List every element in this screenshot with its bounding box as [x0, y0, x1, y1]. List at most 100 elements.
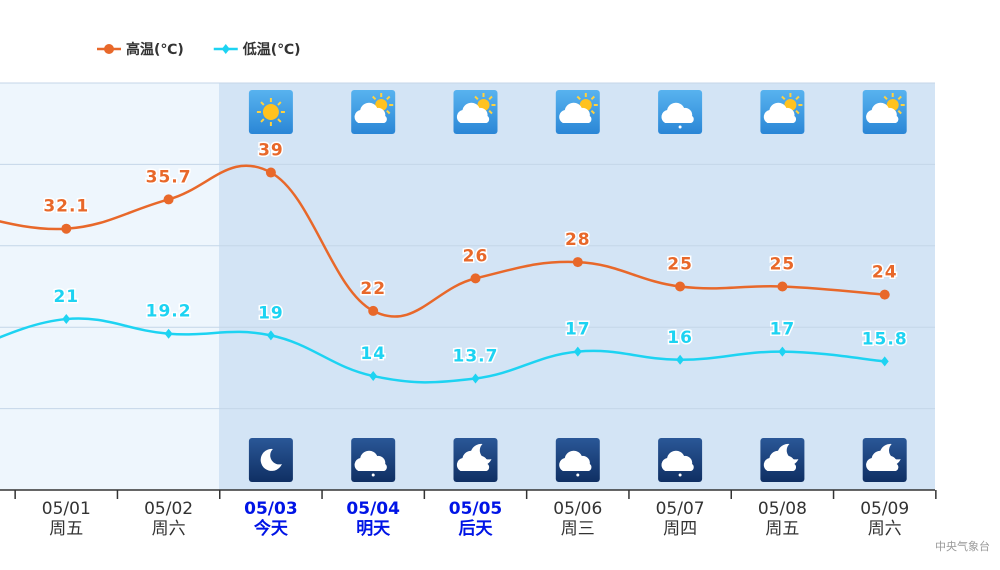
weather-icon	[248, 90, 293, 134]
point	[880, 356, 889, 367]
x-tick-sublabel: 周六	[152, 519, 186, 539]
weather-icon	[248, 438, 293, 482]
legend-label: 高温(℃)	[126, 41, 184, 58]
data-label: 22	[360, 279, 386, 299]
x-tick-sublabel: 周三	[561, 519, 595, 539]
past-background	[0, 83, 219, 490]
icon-ray	[883, 95, 888, 101]
icon-ray	[260, 118, 265, 123]
point	[778, 346, 787, 357]
icon-cloud	[661, 102, 694, 123]
x-tick-sublabel: 今天	[254, 518, 289, 539]
data-label: 14	[360, 344, 386, 364]
weather-icon	[760, 438, 805, 482]
data-label: 24	[872, 263, 898, 283]
weather-icon	[658, 90, 703, 134]
legend-marker	[104, 44, 114, 54]
x-tick-label: 05/06	[553, 499, 602, 519]
icon-cloud	[661, 450, 694, 471]
icon-sun	[262, 104, 279, 120]
x-tick-sublabel: 周四	[663, 519, 697, 539]
icon-ray	[386, 109, 391, 115]
point	[369, 371, 378, 382]
icon-ray	[488, 95, 493, 101]
icon-moon	[260, 448, 282, 471]
legend-item: 低温(℃)	[213, 41, 301, 58]
x-tick-label: 05/08	[758, 499, 807, 519]
data-label: 19.2	[146, 302, 192, 322]
weather-icon	[453, 438, 498, 482]
x-axis: 05/01周五05/02周六05/03今天05/04明天05/05后天05/06…	[0, 489, 937, 539]
x-tick-label: 05/07	[656, 499, 705, 519]
x-tick-sublabel: 后天	[459, 519, 494, 539]
legend-marker	[221, 44, 230, 54]
icon-cloud	[354, 450, 387, 471]
x-tick-label: 05/04	[346, 499, 400, 519]
point	[879, 289, 890, 300]
icon-ray	[897, 109, 902, 115]
icon-ray	[781, 95, 786, 101]
icon-ray	[488, 109, 493, 115]
icon-drop	[576, 473, 580, 477]
legend: 高温(℃) 低温(℃)	[97, 41, 301, 58]
icon-drop	[371, 473, 375, 477]
icon-ray	[897, 95, 902, 101]
weather-icon	[555, 90, 600, 134]
data-label: 25	[667, 255, 693, 275]
icon-ray	[795, 95, 800, 101]
point	[163, 194, 174, 205]
icon-ray	[260, 101, 265, 106]
point	[62, 314, 71, 325]
point	[572, 257, 583, 268]
weather-icon	[760, 90, 805, 134]
data-label: 25	[770, 255, 796, 275]
icon-ray	[795, 109, 800, 115]
x-tick-sublabel: 周五	[49, 519, 83, 539]
icon-cloud	[559, 450, 592, 471]
data-label: 26	[463, 246, 489, 266]
legend-item: 高温(℃)	[97, 41, 184, 58]
data-label: 19	[258, 303, 284, 323]
icon-drop	[678, 125, 682, 129]
icon-ray	[372, 95, 377, 101]
data-label: 16	[667, 328, 693, 348]
point	[265, 167, 276, 178]
point	[573, 346, 582, 357]
weather-icon	[555, 438, 600, 482]
weather-icons	[248, 90, 907, 482]
weather-icon	[453, 90, 498, 134]
weather-icon	[658, 438, 703, 482]
icon-cloud	[559, 102, 592, 123]
point	[777, 281, 788, 292]
icon-ray	[590, 109, 595, 115]
x-tick-label: 05/05	[449, 499, 503, 519]
x-tick-label: 05/02	[144, 499, 193, 519]
data-label: 17	[770, 320, 796, 340]
legend-label: 低温(℃)	[242, 41, 301, 58]
point	[164, 328, 173, 339]
icon-ray	[590, 95, 595, 101]
icon-drop	[678, 473, 682, 477]
data-label: 32.1	[43, 197, 89, 217]
series-line	[0, 317, 885, 384]
weather-icon	[351, 90, 396, 134]
icon-cloud	[866, 450, 899, 471]
plot: 32.1 35.7 39 22 26 28 25 25 24 21 19.2 19 14 13.7 17 16…	[0, 139, 908, 384]
x-tick-sublabel: 周六	[868, 519, 902, 539]
icon-cloud	[456, 102, 490, 123]
forecast-background	[219, 83, 935, 490]
x-tick-label: 05/01	[42, 499, 91, 519]
weather-icon	[862, 90, 907, 134]
point	[676, 354, 685, 365]
point	[61, 223, 72, 234]
weather-icon	[862, 438, 907, 482]
point	[471, 373, 480, 384]
data-label: 21	[53, 287, 79, 307]
point	[470, 273, 481, 284]
icon-cloud	[763, 450, 797, 471]
data-label: 13.7	[453, 346, 499, 366]
icon-cloud	[456, 450, 490, 471]
point	[266, 330, 275, 341]
source: 中央气象台	[935, 539, 990, 553]
